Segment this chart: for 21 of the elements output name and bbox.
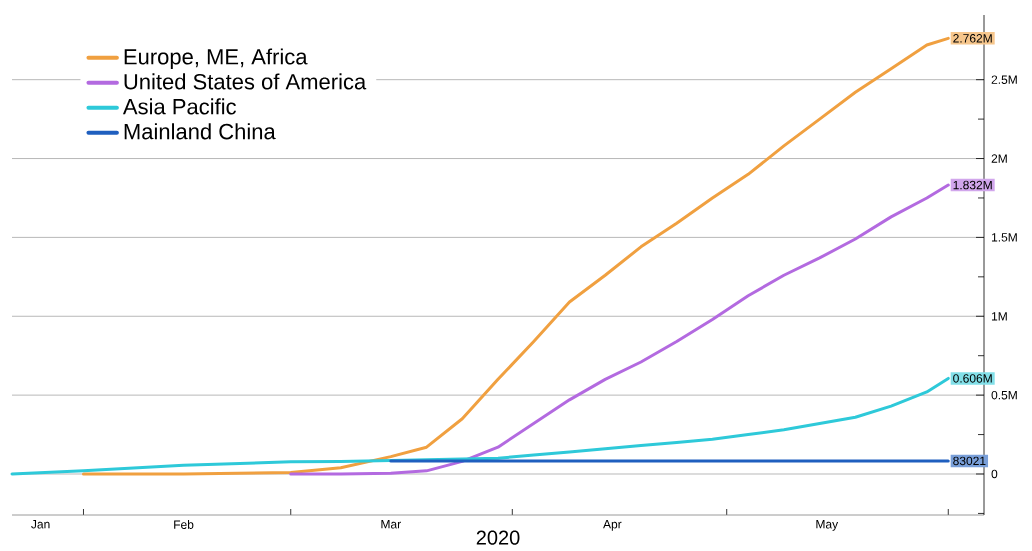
data-label: 1.832M [953, 180, 992, 190]
x-tick-label: Feb [174, 519, 194, 529]
x-tick-label: May [816, 519, 839, 531]
x-tick-label: Apr [603, 519, 622, 531]
y-tick-label: 1.5M [991, 233, 1017, 242]
data-label: 83021 [953, 456, 986, 465]
y-tick-label: 0 [991, 469, 998, 479]
x-tick-label: Mar [381, 519, 401, 529]
legend-label: Europe, ME, Africa [124, 48, 308, 69]
x-tick-label: Jan [31, 519, 50, 529]
y-tick-label: 2M [991, 154, 1007, 163]
x-axis-title: 2020 [476, 530, 520, 545]
line-series [81, 36, 950, 476]
y-tick-label: 1M [991, 311, 1007, 321]
legend-label: Asia Pacific [122, 98, 236, 115]
legend-label: Mainland China [124, 123, 276, 140]
data-label: 0.606M [953, 373, 992, 383]
y-tick-label: 2.5M [991, 75, 1017, 84]
data-label: 2.762M [953, 33, 992, 43]
y-tick-label: 0.5M [991, 390, 1017, 400]
legend-label: United States of America [124, 73, 367, 90]
